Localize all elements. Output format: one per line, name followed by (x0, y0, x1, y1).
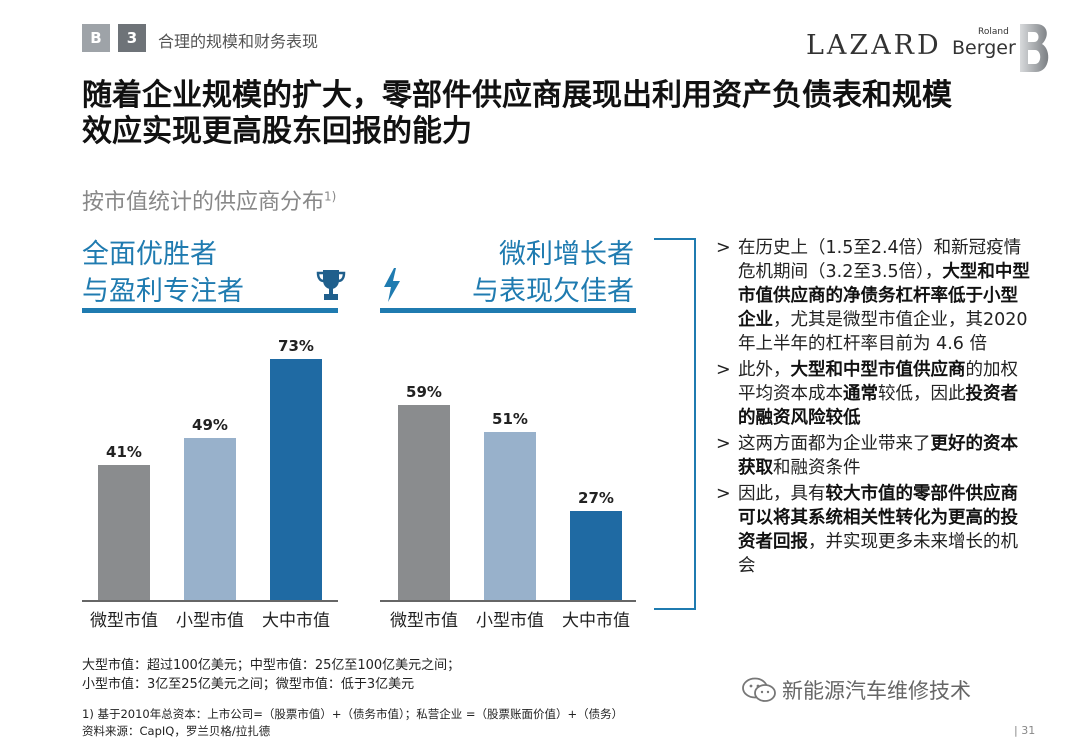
bar-label-right-small: 51% (492, 409, 528, 428)
bar-label-left-micro: 41% (106, 442, 142, 461)
right-group-heading-line-1: 微利增长者 (499, 239, 634, 270)
page-number: | 31 (1014, 724, 1036, 737)
bullet-text: 和融资条件 (773, 458, 861, 478)
bullet-text: 此外， (738, 360, 791, 380)
source-line: 资料来源：CapIQ，罗兰贝格/拉扎德 (82, 724, 271, 738)
bullet-arrow: > (716, 238, 731, 258)
left-chart-axis (82, 600, 338, 602)
left-group-heading-line-2: 与盈利专注者 (82, 276, 244, 307)
bar-left-large (270, 359, 322, 600)
bullet-bracket (654, 238, 696, 610)
bullet-text-bold: 大型和中型市值供应商的净债务杠杆率低于小型企业 (738, 262, 1030, 330)
lightning-icon (384, 268, 400, 302)
page-title-line-2: 效应实现更高股东回报的能力 (82, 114, 472, 149)
key-findings-list: > 在历史上（1.5至2.4倍）和新冠疫情危机期间（3.2至3.5倍），大型和中型… (716, 236, 1034, 580)
left-group-heading-line-1: 全面优胜者 (82, 239, 217, 270)
definitions-line-2: 小型市值：3亿至25亿美元之间；微型市值：低于3亿美元 (82, 677, 415, 692)
bullet-text: ，并实现更多未来增长的机会 (738, 532, 1018, 576)
category-label-left-large: 大中市值 (262, 611, 330, 631)
category-label-right-micro: 微型市值 (390, 611, 458, 631)
bar-label-right-large: 27% (578, 488, 614, 507)
section-tag-b: B (82, 24, 110, 52)
wechat-icon (742, 677, 776, 702)
bullet-text: 的加权平均资本成本 (738, 360, 1018, 404)
roland-berger-mark-icon (1020, 24, 1049, 72)
bullet-arrow: > (716, 434, 731, 454)
right-group-heading: 微利增长者 与表现欠佳者 (462, 236, 634, 310)
bullet-text-bold: 通常 (843, 384, 878, 404)
footnote-line-1: 1) 基于2010年总资本：上市公司=（股票市值）+（债务市值）；私营企业 =（… (82, 707, 624, 721)
bullet-text-bold: 投资者的融资风险较低 (738, 384, 1018, 428)
page-title-line-1: 随着企业规模的扩大，零部件供应商展现出利用资产负债表和规模 (82, 78, 952, 113)
bar-label-left-large: 73% (278, 337, 314, 356)
definitions-line-1: 大型市值：超过100亿美元；中型市值：25亿至100亿美元之间； (82, 658, 461, 673)
roland-berger-logo-main: Berger (952, 37, 1016, 59)
roland-berger-logo-small: Roland (978, 27, 1009, 37)
bullet-arrow: > (716, 484, 731, 504)
category-label-left-micro: 微型市值 (90, 611, 158, 631)
section-tag-number: 3 (118, 24, 146, 52)
footnotes: 1) 基于2010年总资本：上市公司=（股票市值）+（债务市值）；私营企业 =（… (82, 706, 623, 740)
left-group-underline (82, 308, 338, 313)
page-title: 随着企业规模的扩大，零部件供应商展现出利用资产负债表和规模 效应实现更高股东回报… (82, 78, 1042, 150)
bullet-item: > 这两方面都为企业带来了更好的资本获取和融资条件 (716, 432, 1034, 480)
bullet-text-bold: 更好的资本获取 (738, 434, 1018, 478)
section-label: 合理的规模和财务表现 (158, 32, 319, 51)
chart-subtitle-text: 按市值统计的供应商分布 (82, 190, 325, 215)
bullet-item: > 在历史上（1.5至2.4倍）和新冠疫情危机期间（3.2至3.5倍），大型和中型… (716, 236, 1034, 356)
bar-right-micro (398, 405, 450, 600)
bar-label-right-micro: 59% (406, 383, 442, 402)
bullet-item: > 因此，具有较大市值的零部件供应商可以将其系统相关性转化为更高的投资者回报，并实… (716, 482, 1034, 578)
bullet-item: > 此外，大型和中型市值供应商的加权平均资本成本通常较低，因此投资者的融资风险较低 (716, 358, 1034, 430)
watermark: 新能源汽车维修技术 (742, 675, 971, 705)
bar-left-micro (98, 464, 150, 600)
right-chart-axis (380, 600, 636, 602)
lazard-logo: LAZARD (806, 30, 942, 61)
bar-left-small (184, 438, 236, 600)
category-label-right-large: 大中市值 (562, 611, 630, 631)
category-label-right-small: 小型市值 (476, 611, 544, 631)
bullet-text: 在历史上（1.5至2.4倍）和新冠疫情危机期间（3.2至3.5倍）， (738, 238, 1022, 282)
bar-right-large (570, 510, 622, 600)
bullet-text: 因此，具有 (738, 484, 826, 504)
trophy-icon (316, 270, 346, 300)
bar-right-small (484, 431, 536, 600)
chart-subtitle-footnote-ref: 1) (324, 189, 337, 204)
category-label-left-small: 小型市值 (176, 611, 244, 631)
bullet-text: ，尤其是微型市值企业，其2020年上半年的杠杆率目前为 4.6 倍 (738, 310, 1028, 354)
chart-subtitle: 按市值统计的供应商分布1) (82, 184, 336, 216)
bullet-arrow: > (716, 360, 731, 380)
bar-label-left-small: 49% (192, 416, 228, 435)
bullet-text: 较低，因此 (878, 384, 966, 404)
right-group-underline (380, 308, 636, 313)
bullet-text-bold: 较大市值的零部件供应商可以将其系统相关性转化为更高的投资者回报 (738, 484, 1018, 552)
bullet-text-bold: 大型和中型市值供应商 (790, 360, 966, 380)
right-group-heading-line-2: 与表现欠佳者 (472, 276, 634, 307)
watermark-text: 新能源汽车维修技术 (782, 679, 971, 703)
left-group-heading: 全面优胜者 与盈利专注者 (82, 236, 244, 310)
bullet-text: 这两方面都为企业带来了 (738, 434, 931, 454)
market-cap-definitions: 大型市值：超过100亿美元；中型市值：25亿至100亿美元之间； 小型市值：3亿… (82, 656, 460, 694)
